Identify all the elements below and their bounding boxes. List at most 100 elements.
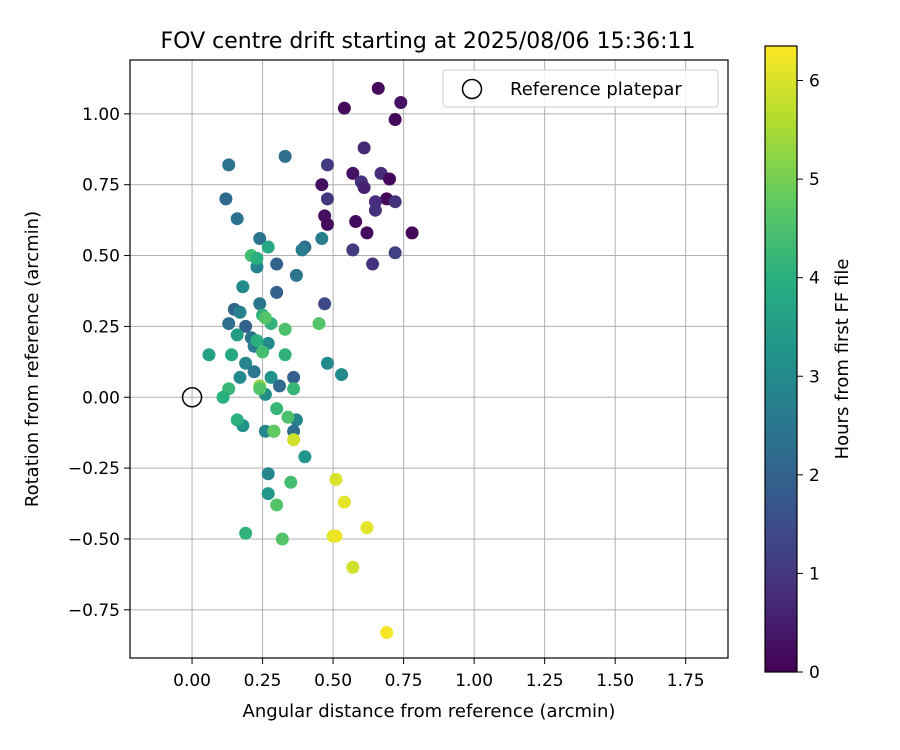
scatter-points: [202, 81, 419, 639]
x-axis-label: Angular distance from reference (arcmin): [243, 701, 616, 722]
scatter-point: [346, 166, 360, 180]
scatter-point: [261, 467, 275, 481]
scatter-point: [320, 356, 334, 370]
scatter-point: [261, 240, 275, 254]
colorbar-tick-label: 6: [809, 72, 820, 92]
scatter-point: [230, 413, 244, 427]
scatter-point: [405, 226, 419, 240]
scatter-point: [318, 297, 332, 311]
scatter-point: [261, 487, 275, 501]
colorbar-gradient: [764, 45, 798, 673]
plot-area: 0.00 0.25 0.50 0.75 1.00 1.25 1.50 1.75 −0.75−0…: [68, 59, 729, 691]
scatter-point: [253, 297, 267, 311]
grid: [130, 60, 728, 658]
colorbar-tick-label: 0: [809, 663, 820, 683]
x-tick-label: 0.50: [314, 671, 352, 691]
colorbar-tick-label: 3: [809, 367, 820, 387]
scatter-point: [366, 257, 380, 271]
scatter-point: [202, 348, 216, 362]
scatter-point: [278, 149, 292, 163]
scatter-point: [250, 334, 264, 348]
y-tick-label: 0.50: [82, 247, 120, 267]
legend: Reference platepar: [442, 69, 719, 108]
colorbar-tick-label: 2: [809, 466, 820, 486]
x-tick-label: 0.00: [173, 671, 211, 691]
scatter-point: [388, 195, 402, 209]
scatter-point: [239, 319, 253, 333]
scatter-point: [247, 365, 261, 379]
scatter-point: [270, 498, 284, 512]
scatter-point: [315, 232, 329, 246]
scatter-point: [233, 370, 247, 384]
scatter-point: [346, 560, 360, 574]
scatter-point: [256, 345, 270, 359]
scatter-point: [225, 348, 239, 362]
x-tick-label: 1.50: [596, 671, 634, 691]
scatter-point: [270, 285, 284, 299]
scatter-point: [320, 192, 334, 206]
y-tick-label: −0.25: [68, 459, 120, 479]
scatter-point: [346, 243, 360, 257]
plot-frame: [129, 59, 729, 659]
scatter-point: [275, 532, 289, 546]
x-tick-label: 0.75: [385, 671, 423, 691]
scatter-point: [222, 158, 236, 172]
scatter-point: [281, 410, 295, 424]
scatter-point: [360, 521, 374, 535]
scatter-point: [289, 268, 303, 282]
y-tick-label: 1.00: [82, 105, 120, 125]
y-tick-label: 0.25: [82, 317, 120, 337]
scatter-point: [357, 141, 371, 155]
y-axis-label: Rotation from reference (arcmin): [22, 211, 43, 507]
scatter-point: [287, 370, 301, 384]
scatter-point: [264, 370, 278, 384]
y-axis-ticks: −0.75 −0.50 −0.25 0.00 0.25 0.50 0.75 1.00: [68, 105, 130, 621]
scatter-point: [298, 450, 312, 464]
scatter-point: [216, 390, 230, 404]
y-tick-label: −0.50: [68, 530, 120, 550]
reference-marker-group: [181, 387, 203, 408]
scatter-point: [380, 625, 394, 639]
scatter-point: [394, 96, 408, 110]
scatter-point: [320, 217, 334, 231]
colorbar-tick-label: 1: [809, 564, 820, 584]
colorbar-tick-label: 4: [809, 269, 820, 289]
scatter-point: [278, 322, 292, 336]
scatter-point: [388, 246, 402, 260]
colorbar: 0 1 2 3 4 5 6 Hours from first FF file: [764, 45, 853, 683]
scatter-point: [273, 379, 286, 393]
scatter-point: [250, 251, 264, 265]
scatter-point: [287, 382, 301, 396]
legend-box: [442, 69, 719, 108]
scatter-point: [388, 113, 402, 127]
scatter-point: [270, 257, 284, 271]
scatter-point: [253, 232, 267, 246]
legend-entry-reference: Reference platepar: [510, 79, 682, 100]
y-tick-label: −0.75: [68, 601, 120, 621]
scatter-point: [253, 382, 267, 396]
colorbar-tick-label: 5: [809, 170, 820, 190]
colorbar-label: Hours from first FF file: [832, 259, 853, 460]
scatter-point: [230, 212, 244, 226]
y-tick-label: 0.75: [82, 176, 120, 196]
scatter-point: [357, 181, 371, 195]
chart-title: FOV centre drift starting at 2025/08/06 …: [161, 29, 696, 54]
scatter-point: [329, 472, 343, 486]
scatter-point: [233, 305, 247, 319]
scatter-point: [295, 243, 309, 257]
scatter-point: [371, 81, 385, 95]
scatter-point: [287, 433, 301, 447]
scatter-point: [222, 317, 236, 331]
legend-reference-marker: [461, 78, 483, 100]
x-tick-label: 0.25: [244, 671, 282, 691]
scatter-point: [312, 317, 326, 331]
scatter-point: [270, 402, 284, 416]
x-axis-ticks: 0.00 0.25 0.50 0.75 1.00 1.25 1.50 1.75: [173, 658, 705, 691]
scatter-point: [320, 158, 334, 172]
scatter-point: [335, 368, 349, 382]
x-tick-label: 1.00: [455, 671, 493, 691]
scatter-point: [315, 178, 329, 192]
scatter-point: [284, 475, 298, 489]
scatter-point: [337, 495, 351, 509]
